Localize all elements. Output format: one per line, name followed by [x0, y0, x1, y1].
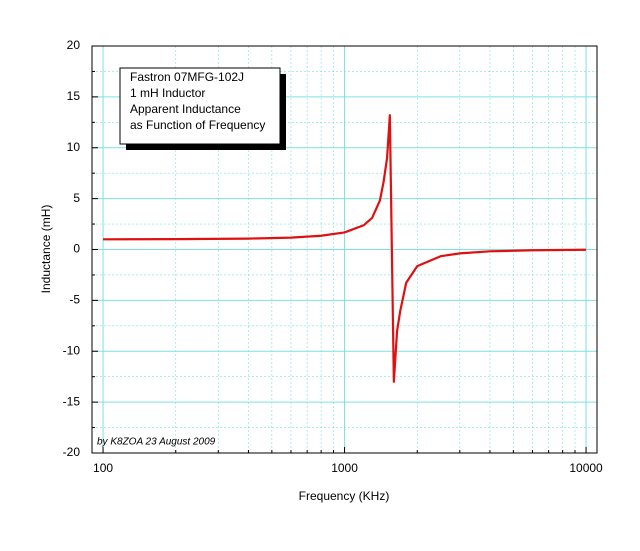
x-tick-label: 10000 — [569, 461, 603, 475]
y-tick-label: 5 — [73, 191, 80, 205]
y-tick-label: 0 — [73, 242, 80, 256]
y-tick-label: 10 — [67, 140, 81, 154]
y-tick-label: 20 — [67, 38, 81, 52]
title-line: Fastron 07MFG-102J — [130, 70, 244, 84]
title-line: Apparent Inductance — [130, 102, 241, 116]
data-line — [103, 114, 587, 383]
title-line: 1 mH Inductor — [130, 86, 205, 100]
y-tick-label: -15 — [63, 394, 81, 408]
y-tick-label: 15 — [67, 89, 81, 103]
title-line: as Function of Frequency — [130, 118, 265, 132]
x-axis-title: Frequency (KHz) — [299, 489, 390, 503]
y-tick-label: -5 — [69, 293, 80, 307]
y-tick-label: -10 — [63, 343, 81, 357]
annotation: by K8ZOA 23 August 2009 — [97, 437, 216, 448]
y-tick-label: -20 — [63, 445, 81, 459]
title-box — [119, 67, 281, 145]
x-tick-label: 1000 — [331, 461, 358, 475]
y-axis-title: Inductance (mH) — [39, 205, 53, 294]
x-tick-label: 100 — [93, 461, 113, 475]
